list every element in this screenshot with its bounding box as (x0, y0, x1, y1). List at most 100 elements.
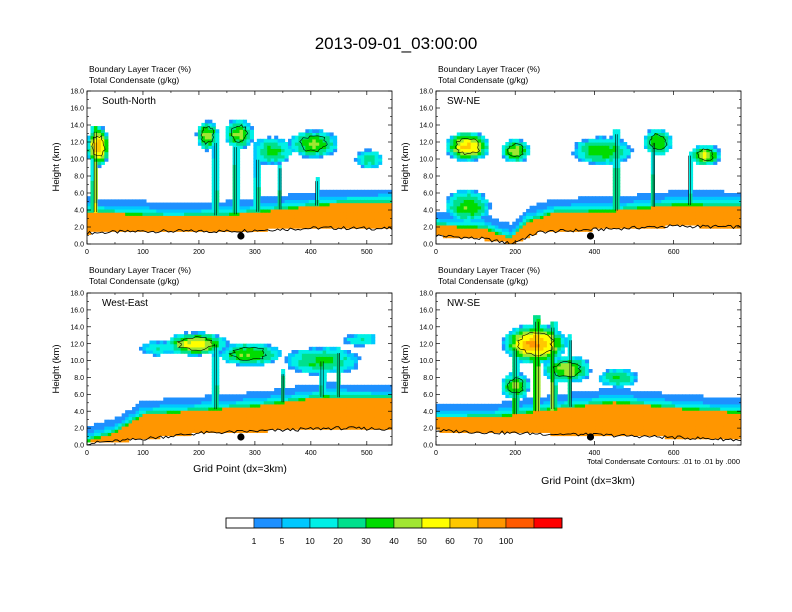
tracer-cell (463, 199, 468, 204)
tracer-cell (215, 189, 220, 194)
tracer-cell (93, 183, 98, 188)
tracer-cell (246, 135, 251, 140)
tracer-cell (695, 202, 701, 207)
tracer-cell (474, 228, 479, 232)
tracer-cell (508, 410, 513, 414)
tracer-cell (357, 218, 362, 223)
tracer-cell (515, 327, 520, 332)
tracer-cell (364, 164, 369, 169)
tracer-cell (439, 218, 444, 223)
tracer-cell (170, 410, 175, 414)
tracer-cell (526, 419, 531, 424)
tracer-cell (236, 145, 241, 149)
tracer-cell (463, 132, 468, 137)
tracer-cell (512, 327, 517, 332)
tracer-cell (152, 202, 157, 207)
tracer-cell (515, 403, 520, 408)
tracer-cell (142, 400, 147, 405)
tracer-cell (125, 422, 130, 427)
tracer-cell (253, 350, 258, 354)
tracer-cell (270, 161, 275, 165)
tracer-cell (374, 193, 379, 197)
tracer-cell (529, 410, 534, 414)
tracer-cell (550, 224, 555, 229)
tracer-cell (571, 224, 576, 229)
tracer-cell (539, 221, 545, 226)
tracer-cell (232, 208, 237, 213)
tracer-cell (474, 196, 479, 200)
tracer-cell (564, 228, 569, 232)
tracer-cell (305, 148, 310, 153)
tracer-cell (312, 410, 317, 414)
tracer-cell (519, 353, 524, 357)
tracer-cell (474, 142, 479, 146)
tracer-cell (336, 212, 341, 216)
tracer-cell (277, 419, 282, 424)
tracer-cell (481, 199, 486, 204)
tracer-cell (598, 161, 603, 165)
tracer-cell (180, 228, 185, 232)
tracer-cell (367, 212, 372, 216)
tracer-cell (267, 196, 272, 200)
tracer-cell (284, 212, 289, 216)
tracer-cell (529, 208, 534, 213)
tracer-cell (501, 234, 506, 239)
tracer-cell (515, 138, 520, 143)
tracer-cell (277, 224, 282, 229)
tracer-cell (305, 413, 310, 418)
tracer-cell (564, 221, 569, 226)
tracer-cell (170, 346, 175, 351)
tracer-cell (301, 353, 306, 357)
tracer-cell (343, 365, 348, 370)
tracer-cell (557, 202, 562, 207)
tracer-cell (385, 422, 390, 427)
tracer-cell (689, 208, 694, 213)
tracer-cell (343, 391, 348, 395)
tracer-cell (536, 224, 541, 229)
tracer-cell (277, 145, 282, 149)
tracer-cell (107, 419, 112, 424)
tracer-cell (385, 384, 390, 389)
tracer-cell (463, 410, 468, 414)
tracer-cell (177, 419, 182, 424)
tracer-cell (519, 407, 524, 411)
tracer-cell (215, 407, 220, 411)
tracer-cell (308, 369, 313, 373)
tracer-cell (93, 438, 98, 443)
tracer-cell (281, 208, 286, 213)
tracer-cell (184, 334, 189, 338)
tracer-cell (197, 132, 202, 137)
tracer-cell (177, 413, 182, 418)
tracer-cell (343, 189, 348, 194)
tracer-cell (664, 138, 669, 143)
tracer-cell (239, 138, 244, 143)
tracer-cell (522, 142, 527, 146)
tracer-cell (463, 416, 468, 421)
tracer-cell (260, 391, 265, 395)
tracer-cell (643, 218, 649, 223)
tracer-cell (281, 419, 286, 424)
tracer-cell (474, 212, 479, 216)
tracer-cell (343, 400, 348, 405)
tracer-cell (166, 205, 171, 210)
tracer-cell (211, 340, 216, 345)
tracer-cell (470, 205, 475, 210)
tracer-cell (449, 410, 454, 414)
tracer-cell (512, 413, 517, 418)
tracer-cell (298, 356, 303, 361)
tracer-cell (713, 205, 718, 210)
tracer-cell (211, 422, 216, 427)
tracer-cell (522, 327, 527, 332)
tracer-cell (689, 202, 694, 207)
tracer-cell (367, 154, 372, 159)
tracer-cell (605, 215, 610, 220)
tracer-cell (298, 416, 303, 421)
tracer-cell (93, 208, 98, 213)
tracer-cell (107, 429, 112, 433)
tracer-cell (470, 196, 475, 200)
tracer-cell (201, 132, 206, 137)
tracer-cell (333, 215, 338, 220)
tracer-cell (481, 142, 486, 146)
tracer-cell (291, 391, 296, 395)
tracer-cell (156, 400, 161, 405)
